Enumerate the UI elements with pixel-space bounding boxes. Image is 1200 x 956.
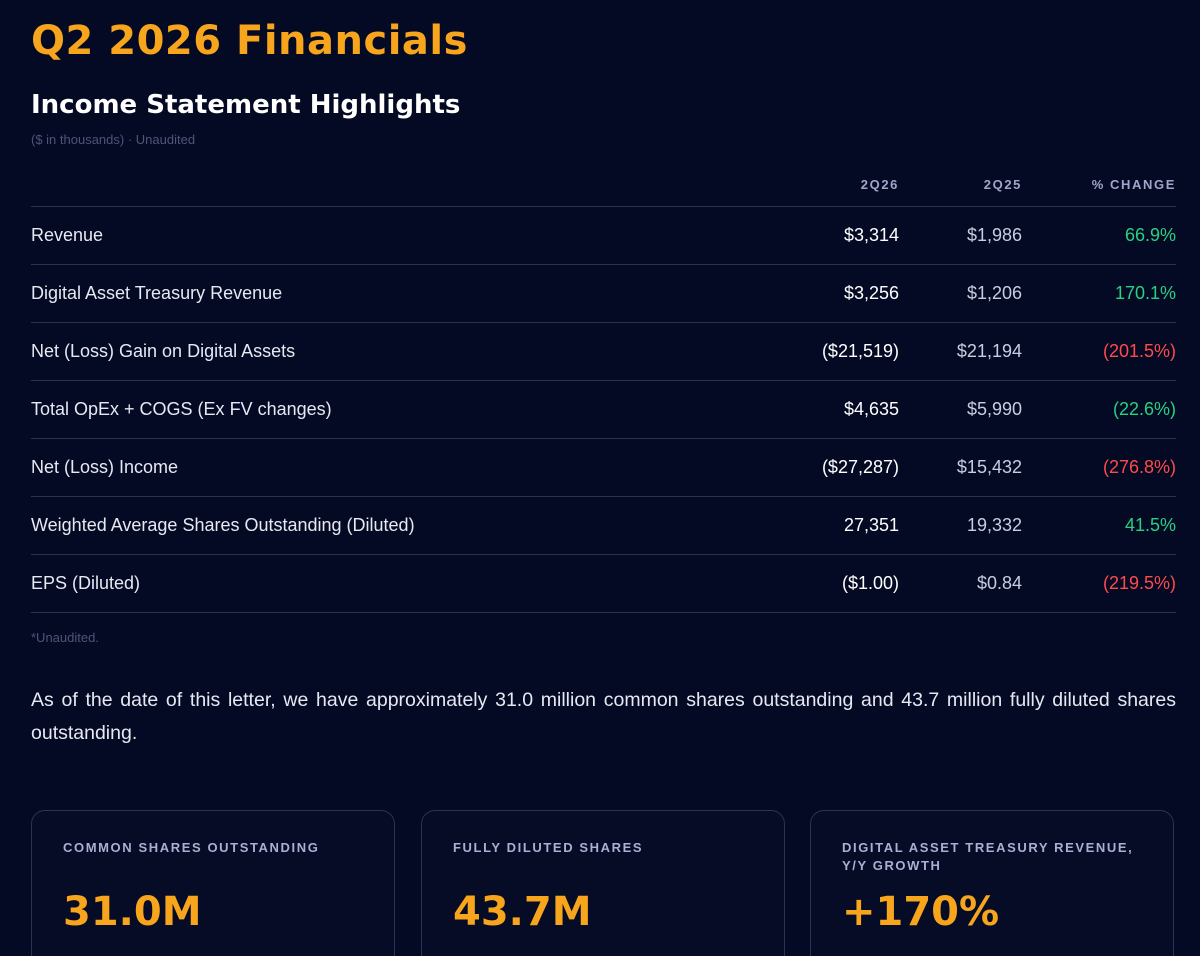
card-value: +170% — [842, 889, 1000, 935]
section-subtitle: ($ in thousands) · Unaudited — [31, 132, 196, 147]
row-current: ($21,519) — [731, 322, 899, 381]
row-current: ($1.00) — [731, 554, 899, 613]
row-change: 170.1% — [1022, 264, 1176, 323]
page-title: Q2 2026 Financials — [31, 18, 468, 64]
shares-paragraph: As of the date of this letter, we have a… — [31, 689, 1176, 744]
card-treasury-revenue-growth: Digital Asset Treasury Revenue, Y/Y Grow… — [810, 810, 1174, 956]
header-2q25: 2Q25 — [899, 162, 1022, 207]
row-change: 66.9% — [1022, 206, 1176, 265]
row-change: 41.5% — [1022, 496, 1176, 555]
row-prior: $0.84 — [899, 554, 1022, 613]
section-title: Income Statement Highlights — [31, 90, 461, 120]
income-statement-table: 2Q26 2Q25 % CHANGE Revenue $3,314 $1,986… — [31, 162, 1176, 613]
row-prior: $1,206 — [899, 264, 1022, 323]
row-prior: $1,986 — [899, 206, 1022, 265]
row-change: (219.5%) — [1022, 554, 1176, 613]
row-prior: $5,990 — [899, 380, 1022, 439]
row-current: $4,635 — [731, 380, 899, 439]
card-fully-diluted-shares: Fully Diluted Shares 43.7M — [421, 810, 785, 956]
card-label: Common Shares Outstanding — [63, 840, 320, 855]
table-row: EPS (Diluted) ($1.00) $0.84 (219.5%) — [31, 554, 1176, 613]
row-label: Total OpEx + COGS (Ex FV changes) — [31, 380, 731, 439]
card-common-shares: Common Shares Outstanding 31.0M — [31, 810, 395, 956]
table-row: Net (Loss) Income ($27,287) $15,432 (276… — [31, 438, 1176, 497]
table-header-row: 2Q26 2Q25 % CHANGE — [31, 162, 1176, 207]
table-row: Revenue $3,314 $1,986 66.9% — [31, 206, 1176, 265]
row-prior: $21,194 — [899, 322, 1022, 381]
card-value: 31.0M — [63, 889, 202, 935]
table-row: Digital Asset Treasury Revenue $3,256 $1… — [31, 264, 1176, 323]
table-body: Revenue $3,314 $1,986 66.9% Digital Asse… — [31, 206, 1176, 613]
row-current: $3,256 — [731, 264, 899, 323]
row-prior: $15,432 — [899, 438, 1022, 497]
row-change: (201.5%) — [1022, 322, 1176, 381]
row-change: (22.6%) — [1022, 380, 1176, 439]
row-current: 27,351 — [731, 496, 899, 555]
row-label: Net (Loss) Gain on Digital Assets — [31, 322, 731, 381]
row-label: Weighted Average Shares Outstanding (Dil… — [31, 496, 731, 555]
row-change: (276.8%) — [1022, 438, 1176, 497]
row-label: Net (Loss) Income — [31, 438, 731, 497]
row-label: EPS (Diluted) — [31, 554, 731, 613]
row-prior: 19,332 — [899, 496, 1022, 555]
table-row: Net (Loss) Gain on Digital Assets ($21,5… — [31, 322, 1176, 381]
card-value: 43.7M — [453, 889, 592, 935]
card-label: Digital Asset Treasury Revenue, Y/Y Grow… — [842, 840, 1134, 873]
row-current: ($27,287) — [731, 438, 899, 497]
row-current: $3,314 — [731, 206, 899, 265]
row-label: Revenue — [31, 206, 731, 265]
footnote: *Unaudited. — [31, 630, 99, 645]
table-row: Weighted Average Shares Outstanding (Dil… — [31, 496, 1176, 555]
row-label: Digital Asset Treasury Revenue — [31, 264, 731, 323]
table-row: Total OpEx + COGS (Ex FV changes) $4,635… — [31, 380, 1176, 439]
header-2q26: 2Q26 — [731, 162, 899, 207]
header-change: % CHANGE — [1022, 162, 1176, 207]
header-label — [31, 162, 731, 207]
card-label: Fully Diluted Shares — [453, 840, 644, 855]
